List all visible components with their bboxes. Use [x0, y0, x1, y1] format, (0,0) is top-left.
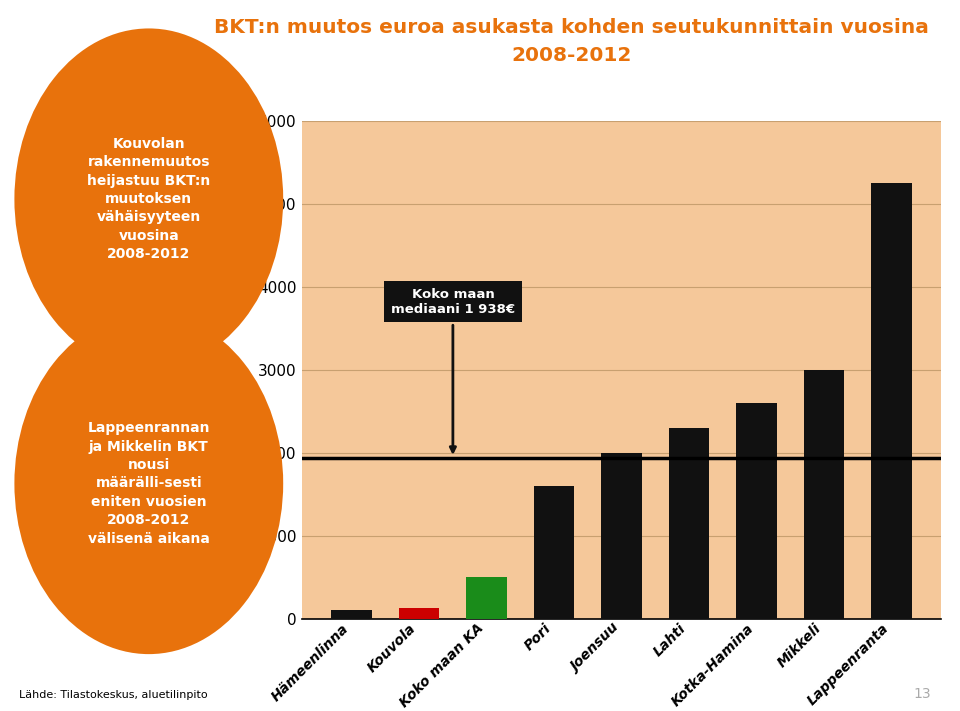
Bar [399, 608, 440, 619]
Bar [872, 183, 912, 619]
Text: Koko maan
mediaani 1 938€: Koko maan mediaani 1 938€ [391, 288, 515, 452]
Bar [331, 610, 372, 619]
Text: Lappeenrannan
ja Mikkelin BKT
nousi
määrälli-sesti
eniten vuosien
2008-2012
väli: Lappeenrannan ja Mikkelin BKT nousi määr… [87, 422, 210, 545]
Text: Lähde: Tilastokeskus, aluetilinpito: Lähde: Tilastokeskus, aluetilinpito [19, 690, 207, 700]
Ellipse shape [14, 28, 283, 370]
Bar [669, 428, 709, 619]
Bar [736, 403, 777, 619]
Ellipse shape [14, 313, 283, 654]
Text: 13: 13 [914, 688, 931, 701]
Bar [534, 486, 574, 619]
Text: BKT:n muutos euroa asukasta kohden seutukunnittain vuosina: BKT:n muutos euroa asukasta kohden seutu… [214, 18, 928, 37]
Text: Kouvolan
rakennemuutos
heijastuu BKT:n
muutoksen
vähäisyyteen
vuosina
2008-2012: Kouvolan rakennemuutos heijastuu BKT:n m… [87, 137, 210, 261]
Bar [804, 370, 844, 619]
Bar [467, 577, 507, 619]
Text: 2008-2012: 2008-2012 [511, 46, 632, 65]
Bar [601, 453, 642, 619]
